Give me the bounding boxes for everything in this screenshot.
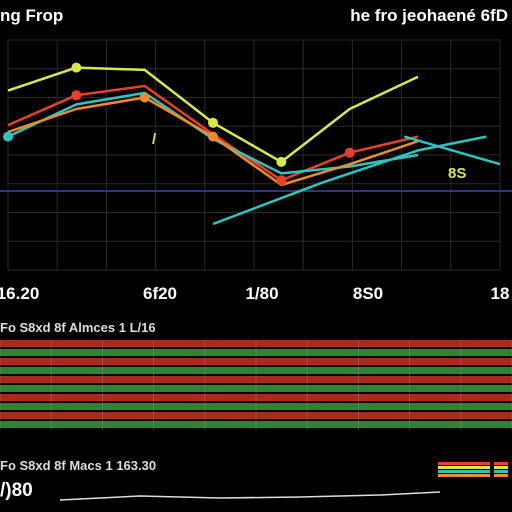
series-line-5 [403, 135, 501, 166]
strip-panel-label: Fo S8xd 8f Macs 1 163.30 [0, 458, 157, 473]
band-panel-label: Fo S8xd 8f Almces 1 L/16 [0, 320, 156, 335]
chart-title-right: he fro jeohaené 6fD [350, 6, 508, 25]
data-point [344, 147, 355, 158]
data-point [276, 175, 287, 186]
strip-legend-swatch [438, 470, 490, 473]
x-tick-label: 1/80 [245, 284, 279, 303]
strip-value: /)80 [0, 480, 33, 501]
x-tick-label: 8S0 [352, 284, 384, 303]
data-point [139, 92, 150, 103]
data-point [71, 90, 82, 101]
strip-legend-swatch [494, 470, 508, 473]
annotation-label: / [152, 131, 157, 148]
strip-legend-swatch [438, 474, 490, 477]
chart-title-left: ng Frop [0, 6, 64, 25]
series-line-4 [212, 135, 487, 226]
data-point [208, 117, 218, 128]
strip-legend-swatch [438, 466, 490, 469]
data-point [276, 156, 287, 167]
strip-legend-swatch [438, 462, 490, 465]
strip-legend-swatch [494, 462, 508, 465]
data-point [3, 131, 13, 142]
x-tick-label: 6f20 [142, 284, 178, 303]
data-point [71, 62, 82, 73]
x-tick-label: 16.20 [0, 284, 40, 303]
strip-legend-swatch [494, 466, 508, 469]
data-point [208, 131, 218, 142]
annotation-label: 8S [448, 165, 466, 182]
strip-legend-swatch [494, 474, 508, 477]
series-line-0 [7, 66, 419, 164]
x-tick-label: 18 [490, 284, 510, 303]
strip-line [59, 491, 441, 501]
